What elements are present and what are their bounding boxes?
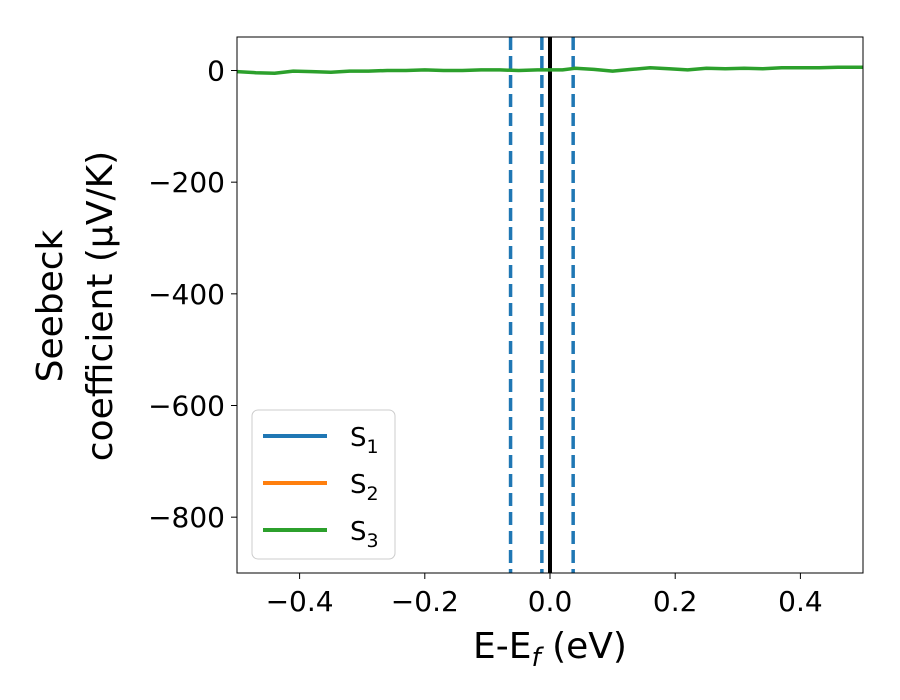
legend-label-2: S2 [350,470,379,505]
x-tick-label: −0.2 [391,585,459,618]
x-tick-label: 0.2 [653,585,698,618]
legend-label-1: S1 [350,423,379,458]
y-axis-label-line1: Seebeck [30,229,71,382]
x-tick-label: 0.0 [528,585,573,618]
x-axis-ticks: −0.4 −0.2 0.0 0.2 0.4 [266,573,823,618]
y-tick-label: −800 [148,501,225,534]
legend-label-3: S3 [350,517,379,552]
y-tick-label: 0 [207,55,225,88]
y-axis-ticks: 0 −200 −400 −600 −800 [148,55,237,534]
y-tick-label: −200 [148,166,225,199]
y-tick-label: −400 [148,278,225,311]
plot-area [236,36,864,574]
x-tick-label: 0.4 [778,585,823,618]
plot-clip-group [237,37,863,573]
x-tick-label: −0.4 [266,585,334,618]
x-axis-label: E-Ef (eV) [473,626,627,673]
y-axis-label: Seebeck coefficient (μV/K) [30,151,121,461]
y-axis-label-line2: coefficient (μV/K) [80,151,121,461]
series-line-3 [237,65,863,76]
y-tick-label: −600 [148,390,225,423]
legend: S1 S2 S3 [251,409,396,560]
